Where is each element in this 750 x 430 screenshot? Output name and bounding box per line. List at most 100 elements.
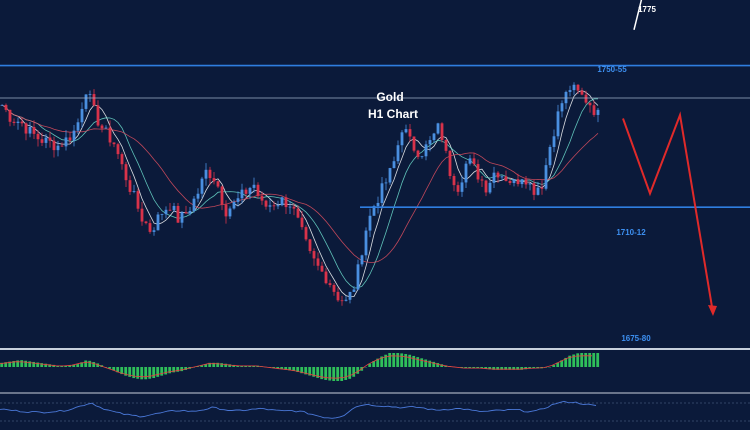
candle (408, 124, 412, 142)
candle (376, 196, 380, 214)
macd-bar (0, 362, 4, 367)
macd-bar (4, 362, 8, 367)
candle-body (268, 205, 272, 207)
rsi-pane (0, 400, 750, 422)
macd-bar (420, 358, 424, 367)
candle-body (228, 208, 232, 217)
candle (568, 85, 572, 97)
candle-body (136, 191, 140, 209)
candle (460, 175, 464, 197)
chart-subtitle: H1 Chart (368, 107, 418, 121)
candle (544, 158, 548, 191)
candle-body (4, 104, 8, 110)
candle-body (440, 123, 444, 140)
candle-body (104, 127, 108, 129)
candle-body (48, 137, 52, 141)
macd-bar (580, 353, 584, 367)
candle-body (28, 126, 32, 134)
macd-bar (224, 363, 228, 367)
macd-bar (496, 367, 500, 370)
candle-body (412, 136, 416, 151)
candle (164, 206, 168, 219)
candle (464, 160, 468, 188)
candle-body (224, 204, 228, 217)
candle (252, 177, 256, 193)
macd-bar (592, 353, 596, 367)
candle (48, 131, 52, 148)
macd-bar (324, 367, 328, 380)
macd-bar (340, 367, 344, 381)
candle-body (36, 133, 40, 140)
candle (216, 180, 220, 189)
candle (560, 100, 564, 118)
candle-body (428, 140, 432, 145)
macd-bar (320, 367, 324, 380)
macd-bar (404, 353, 408, 367)
candle (272, 201, 276, 211)
macd-bar (28, 361, 32, 367)
candle (4, 103, 8, 113)
candle (316, 252, 320, 271)
candle (528, 183, 532, 191)
candle-body (132, 191, 136, 192)
candle (584, 90, 588, 105)
candle (180, 211, 184, 229)
candle-body (312, 251, 316, 259)
candle-body (488, 182, 492, 193)
candle (580, 87, 584, 96)
candle-body (352, 289, 356, 292)
candle-body (276, 205, 280, 207)
candle (96, 100, 100, 127)
macd-bar (68, 365, 72, 367)
macd-bar (520, 367, 524, 370)
candle (452, 173, 456, 192)
candle-body (324, 271, 328, 284)
candle-body (476, 164, 480, 180)
candle (352, 286, 356, 292)
candle-body (344, 299, 348, 301)
candle-body (288, 206, 292, 208)
price-levels (0, 64, 750, 208)
candle (184, 205, 188, 214)
macd-bar (564, 357, 568, 367)
candle-body (112, 142, 116, 145)
chart-title: Gold (376, 90, 403, 104)
macd-bar (220, 363, 224, 367)
candle (280, 196, 284, 207)
candle (108, 120, 112, 147)
macd-signal-line (0, 355, 592, 379)
macd-bar (208, 362, 212, 367)
candle (440, 122, 444, 143)
candle (308, 239, 312, 254)
candle (472, 152, 476, 166)
macd-bar (556, 362, 560, 367)
target-down-label: 1675-80 (621, 334, 651, 343)
macd-bar (300, 367, 304, 374)
candle (572, 82, 576, 95)
candle (188, 206, 192, 216)
candle-body (548, 146, 552, 166)
macd-bar (552, 365, 556, 367)
candle-body (144, 221, 148, 224)
macd-bar (96, 363, 100, 367)
macd-bar (460, 367, 464, 368)
candle (520, 179, 524, 188)
candle (548, 144, 552, 169)
candle (76, 118, 80, 134)
candle (384, 178, 388, 191)
macd-bar (336, 367, 340, 381)
candle-body (404, 129, 408, 133)
candle (224, 200, 228, 224)
candle-body (72, 130, 76, 141)
candle (292, 203, 296, 216)
macd-bar (148, 367, 152, 379)
candle (200, 176, 204, 199)
candle-body (244, 189, 248, 194)
macd-bar (568, 355, 572, 367)
bullish-projection-line (633, 0, 643, 30)
candle-body (180, 212, 184, 223)
candle (248, 186, 252, 200)
macd-bar (500, 367, 504, 370)
candle-body (576, 84, 580, 91)
